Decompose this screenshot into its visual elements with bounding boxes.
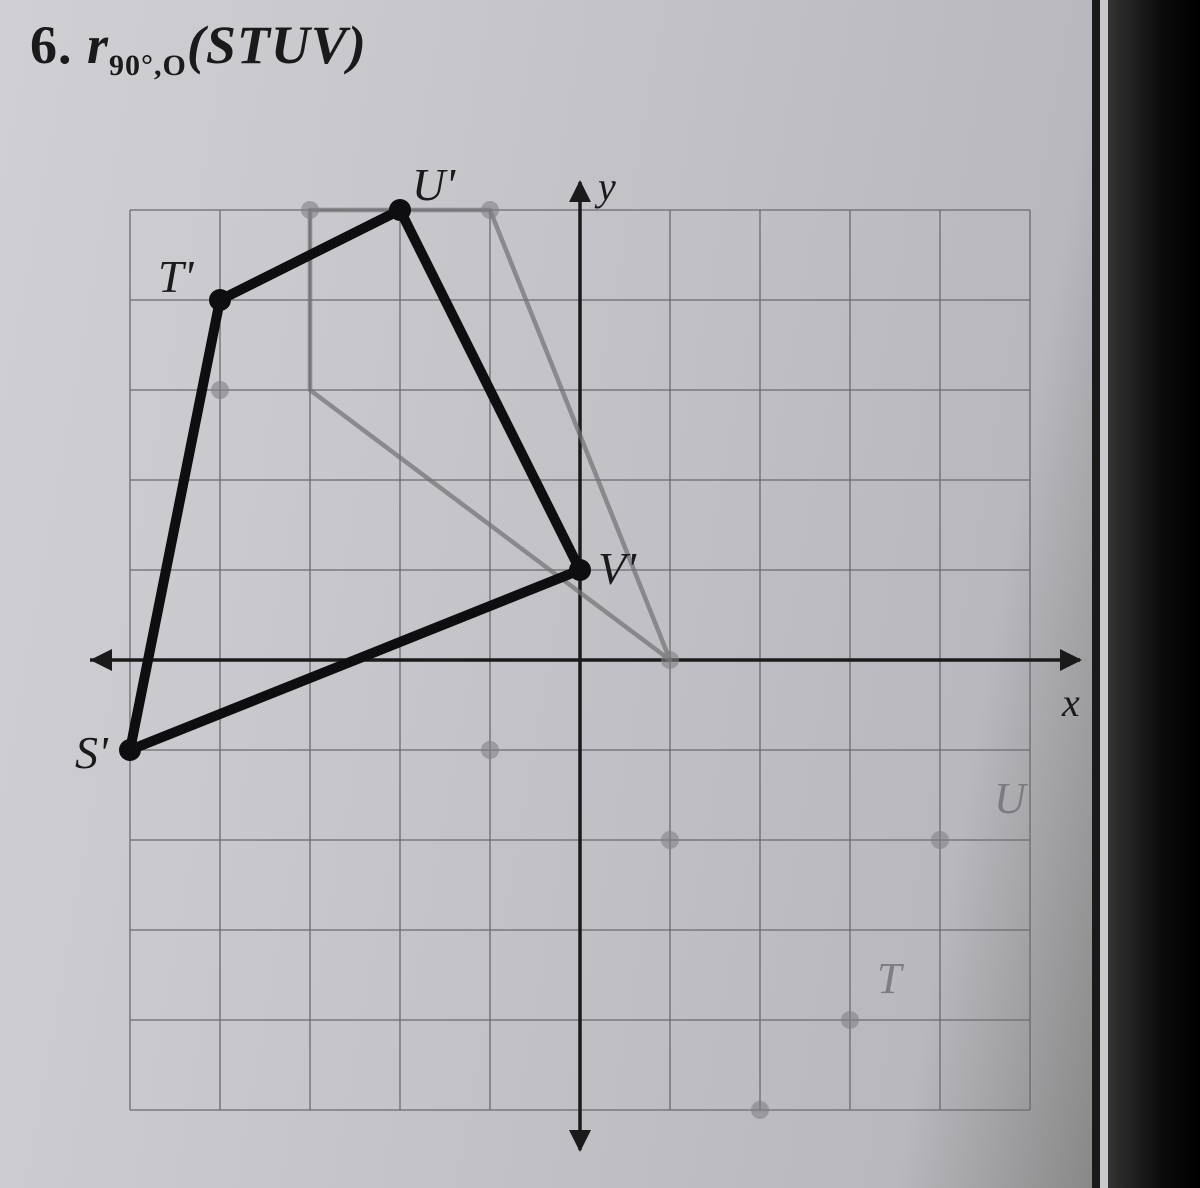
rotation-argument: (STUV) — [187, 15, 367, 75]
svg-text:T: T — [877, 954, 905, 1003]
page-shadow — [1108, 0, 1200, 1188]
svg-text:T': T' — [158, 251, 195, 302]
rotation-symbol: r — [87, 15, 109, 75]
svg-text:x: x — [1061, 680, 1080, 725]
rotation-subscript: 90°,O — [109, 49, 187, 82]
svg-text:V': V' — [598, 543, 637, 594]
svg-text:U': U' — [412, 170, 456, 210]
problem-number: 6. — [30, 15, 73, 75]
coordinate-graph: yxS'T'U'V'UT — [70, 170, 1030, 1130]
worksheet-page: 6. r90°,O(STUV) y x S' T' U' V' U T — [0, 0, 1100, 1188]
graph-svg: y x S' T' U' V' U T — [70, 170, 1090, 1170]
svg-text:y: y — [594, 170, 616, 209]
svg-text:U: U — [994, 774, 1029, 823]
problem-title: 6. r90°,O(STUV) — [30, 14, 367, 83]
svg-text:S': S' — [75, 727, 109, 778]
